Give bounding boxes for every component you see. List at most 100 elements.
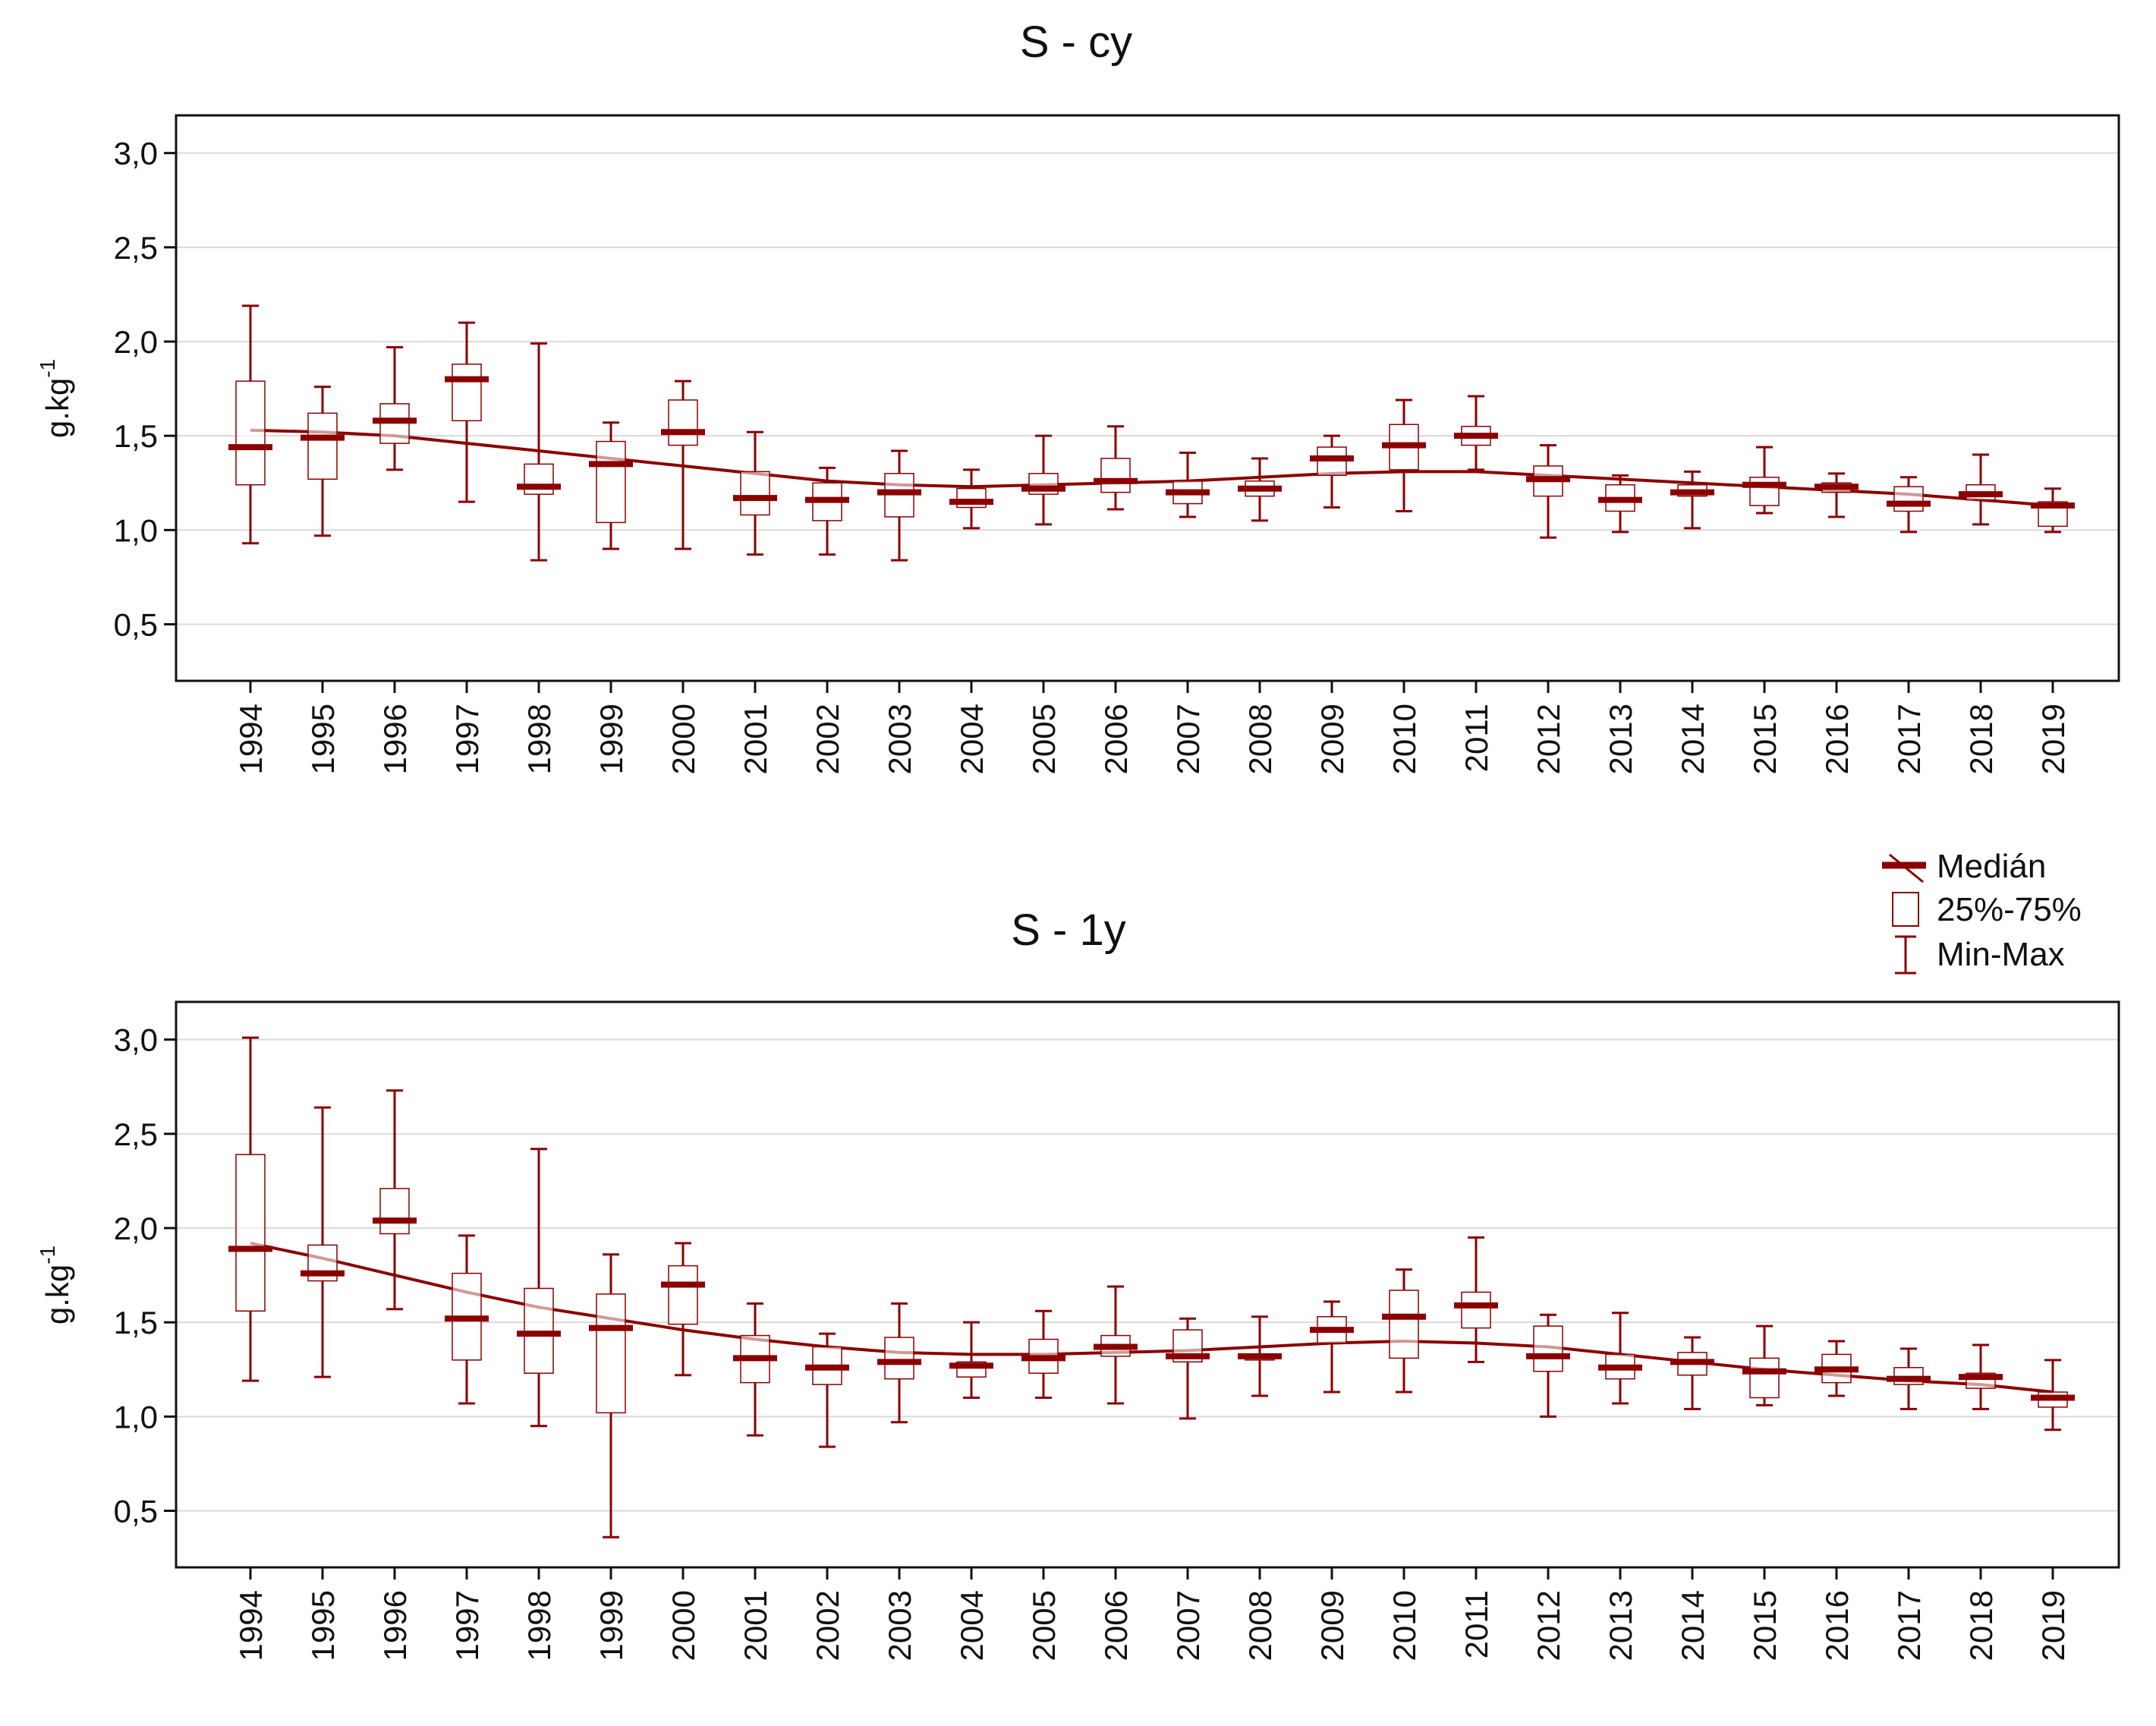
iqr-box bbox=[1100, 458, 1131, 493]
legend-item-box: 25%-75% bbox=[1892, 891, 2082, 928]
x-tick-label: 1995 bbox=[305, 1590, 341, 1661]
box-2006 bbox=[1094, 1285, 1138, 1405]
x-tick-label: 2011 bbox=[1459, 1590, 1494, 1658]
x-tick-label: 2008 bbox=[1242, 1590, 1278, 1661]
y-axis-label-exponent: -1 bbox=[36, 359, 59, 378]
box-2001 bbox=[733, 430, 777, 556]
x-tick-label: 1994 bbox=[233, 1590, 269, 1661]
iqr-box bbox=[1533, 1325, 1563, 1372]
x-tick-label: 1999 bbox=[593, 1590, 629, 1661]
y-tick-label: 2,0 bbox=[114, 324, 158, 360]
box-2007 bbox=[1166, 1317, 1210, 1420]
iqr-box bbox=[235, 1154, 266, 1312]
x-tick-label: 1997 bbox=[449, 704, 485, 774]
x-tick-label: 2012 bbox=[1531, 704, 1566, 774]
plot-frame bbox=[175, 114, 2120, 682]
x-tick-label: 2006 bbox=[1098, 704, 1134, 774]
x-tick-label: 2015 bbox=[1747, 1590, 1783, 1661]
box-2017 bbox=[1887, 476, 1931, 534]
iqr-box bbox=[596, 1293, 626, 1414]
y-tick-label: 2,0 bbox=[114, 1211, 158, 1246]
x-tick-label: 2010 bbox=[1386, 704, 1422, 774]
box-2012 bbox=[1526, 1313, 1570, 1418]
x-tick-label: 2019 bbox=[2035, 704, 2071, 774]
box-2002 bbox=[805, 466, 849, 556]
y-tick-label: 1,0 bbox=[114, 512, 158, 548]
iqr-box bbox=[307, 412, 338, 480]
x-tick-label: 1996 bbox=[377, 704, 413, 774]
chart-title: S - cy bbox=[1020, 17, 1132, 67]
box-2015 bbox=[1742, 446, 1786, 515]
chart-s-1y: S - 1y 0,5 1,0 1,5 2,0 2,5 3,0 1994 1995 1996 19… bbox=[36, 906, 2120, 1661]
legend-label: Min-Max bbox=[1937, 936, 2065, 973]
y-tick-label: 0,5 bbox=[114, 1494, 158, 1529]
chart-s-cy: S - cy 0,5 1,0 1,5 2,0 2,5 3,0 1994 1995 1996 19… bbox=[36, 17, 2120, 774]
plot-frame bbox=[175, 1000, 2120, 1569]
box-1995 bbox=[301, 386, 345, 537]
y-axis-label-unit: g.kg bbox=[39, 378, 75, 438]
x-tick-label: 2014 bbox=[1675, 1590, 1711, 1661]
x-tick-label: 2005 bbox=[1026, 704, 1062, 774]
box-2019 bbox=[2031, 487, 2075, 534]
box-2010 bbox=[1382, 1268, 1426, 1394]
box-2001 bbox=[733, 1302, 777, 1437]
y-tick-label: 3,0 bbox=[114, 136, 158, 172]
y-axis-label: g.kg-1 bbox=[36, 359, 75, 438]
x-tick-label: 2007 bbox=[1170, 1590, 1206, 1661]
x-tick-label: 2005 bbox=[1026, 1590, 1062, 1661]
x-tick-label: 2009 bbox=[1314, 704, 1350, 774]
x-tick-label: 2004 bbox=[954, 1590, 990, 1661]
box-2000 bbox=[661, 380, 705, 550]
box-2013 bbox=[1598, 474, 1642, 534]
box-2013 bbox=[1598, 1312, 1642, 1405]
x-tick-label: 2012 bbox=[1531, 1590, 1566, 1661]
x-tick-label: 1999 bbox=[593, 704, 629, 774]
box-2004 bbox=[949, 468, 993, 530]
box-2002 bbox=[805, 1332, 849, 1448]
x-tick-label: 2011 bbox=[1459, 704, 1494, 772]
legend-label: Medián bbox=[1937, 848, 2046, 885]
x-tick-label: 2000 bbox=[666, 1590, 701, 1661]
y-axis-label-exponent: -1 bbox=[36, 1246, 59, 1265]
box-2003 bbox=[877, 1302, 921, 1424]
x-tick-label: 2002 bbox=[810, 704, 845, 774]
x-tick-label: 1998 bbox=[521, 704, 557, 774]
box-2008 bbox=[1238, 1315, 1282, 1397]
x-tick-label: 2001 bbox=[738, 1590, 773, 1661]
x-tick-label: 2006 bbox=[1098, 1590, 1134, 1661]
iqr-box bbox=[1461, 1291, 1491, 1329]
x-tick-label: 2017 bbox=[1891, 1590, 1927, 1661]
x-tick-label: 2003 bbox=[882, 704, 917, 774]
iqr-box bbox=[884, 1337, 914, 1380]
y-tick-label: 1,5 bbox=[114, 418, 158, 454]
box-2005 bbox=[1021, 434, 1065, 526]
box-2011 bbox=[1454, 395, 1498, 471]
x-tick-label: 2014 bbox=[1675, 704, 1711, 774]
box-2003 bbox=[877, 449, 921, 562]
x-tick-label: 2007 bbox=[1170, 704, 1206, 774]
box-1998 bbox=[517, 1148, 561, 1428]
box-2006 bbox=[1094, 425, 1138, 511]
y-axis-label-unit: g.kg bbox=[39, 1265, 75, 1324]
box-1997 bbox=[445, 1234, 489, 1405]
iqr-box bbox=[452, 364, 482, 422]
box-1995 bbox=[301, 1106, 345, 1378]
x-tick-label: 2003 bbox=[882, 1590, 917, 1661]
box-2008 bbox=[1238, 457, 1282, 522]
x-tick-label: 2000 bbox=[666, 704, 701, 774]
legend-item-whisker: Min-Max bbox=[1895, 935, 2065, 975]
iqr-box bbox=[379, 1188, 410, 1235]
box-2012 bbox=[1526, 444, 1570, 539]
box-1998 bbox=[517, 342, 561, 562]
y-tick-label: 2,5 bbox=[114, 230, 158, 266]
chart-title: S - 1y bbox=[1011, 906, 1126, 955]
y-tick-label: 1,0 bbox=[114, 1399, 158, 1435]
box-2018 bbox=[1959, 453, 2003, 526]
iqr-box bbox=[596, 440, 626, 524]
box-2014 bbox=[1670, 1336, 1714, 1410]
x-tick-label: 2010 bbox=[1386, 1590, 1422, 1661]
x-tick-label: 1996 bbox=[377, 1590, 413, 1661]
iqr-box bbox=[235, 380, 266, 486]
box-1994 bbox=[228, 1036, 272, 1382]
legend: Medián 25%-75% Min-Max bbox=[1882, 848, 2082, 975]
